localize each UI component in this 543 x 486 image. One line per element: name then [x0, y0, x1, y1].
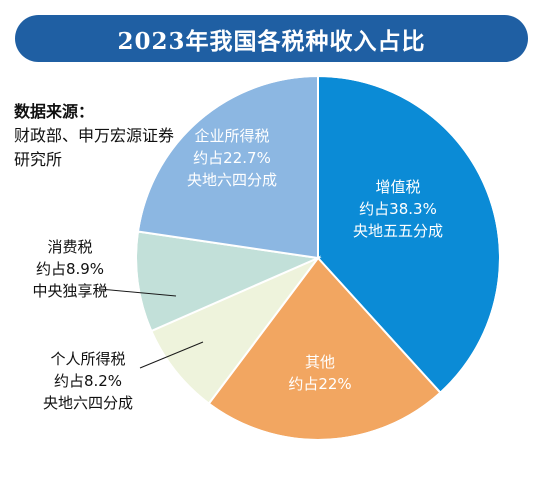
slice-label-2: 个人所得税约占8.2% 央地六四分成 [43, 350, 133, 412]
slice-label-line: 央地六四分成 [187, 171, 277, 189]
slice-label-line: 约占8.2% [54, 372, 122, 390]
slice-label-line: 约占38.3% [359, 200, 437, 218]
slice-label-line: 增值税 [375, 178, 420, 196]
slice-label-line: 中央独享税 [32, 282, 107, 300]
slice-label-0: 增值税约占38.3% 央地五五分成 [353, 178, 443, 240]
slice-label-line: 消费税 [47, 238, 92, 256]
title-banner: 2023年我国各税种收入占比 [15, 15, 528, 62]
slice-label-line: 央地六四分成 [43, 394, 133, 412]
slice-label-line: 约占22.7% [193, 149, 271, 167]
leader-line-3 [99, 288, 177, 297]
leader-line-2 [139, 341, 204, 369]
slice-label-line: 企业所得税 [194, 127, 269, 145]
pie-slice-4 [136, 74, 319, 260]
slice-label-4: 企业所得税约占22.7% 央地六四分成 [187, 127, 277, 189]
slice-label-line: 个人所得税 [50, 350, 125, 368]
slice-label-line: 其他 [305, 353, 335, 371]
slice-label-line: 央地五五分成 [353, 222, 443, 240]
slice-label-line: 约占22% [288, 375, 351, 393]
pie-outline [135, 75, 501, 441]
data-source: 数据来源： 财政部、申万宏源证券研究所 [14, 100, 174, 172]
slice-label-line: 约占8.9% [36, 260, 104, 278]
slice-label-1: 其他约占22% [288, 353, 351, 393]
chart-title: 2023年我国各税种收入占比 [117, 27, 426, 55]
data-source-text: 财政部、申万宏源证券研究所 [14, 126, 175, 169]
slice-label-3: 消费税约占8.9% 中央独享税 [32, 238, 107, 300]
data-source-label: 数据来源： [14, 102, 95, 121]
